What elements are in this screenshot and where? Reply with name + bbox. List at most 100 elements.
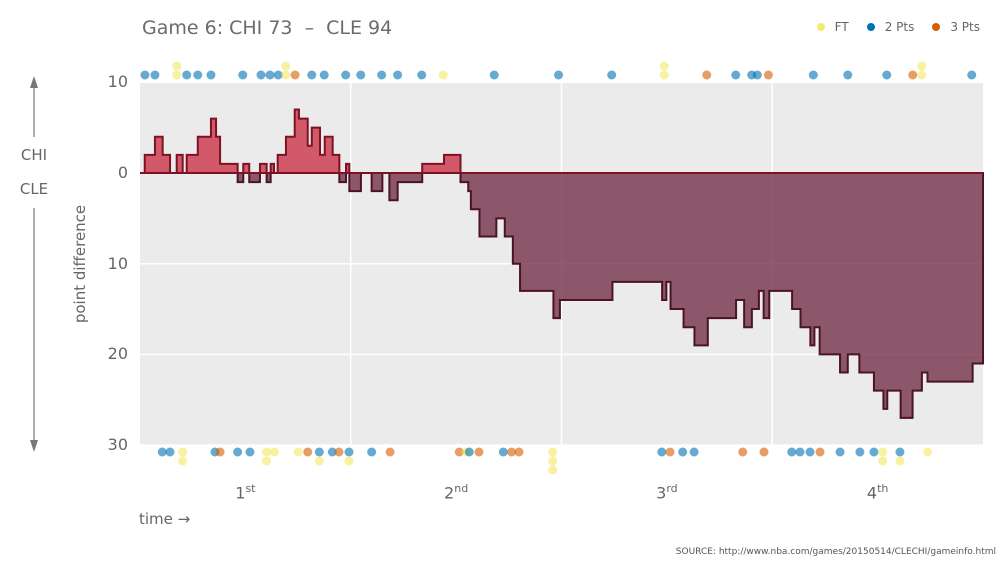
cle-score-3pt-dot	[215, 447, 225, 457]
chi-score-ft-dot	[172, 61, 182, 71]
y-tick-label: 30	[107, 435, 128, 455]
cle-score-2pt-dot	[689, 447, 699, 457]
quarter-label: 1st	[235, 482, 255, 502]
chi-score-2pt-dot	[489, 70, 499, 80]
chi-score-2pt-dot	[256, 70, 266, 80]
cle-score-2pt-dot	[314, 447, 324, 457]
cle-score-3pt-dot	[507, 447, 517, 457]
chi-score-3pt-dot	[290, 70, 300, 80]
chi-score-2pt-dot	[341, 70, 351, 80]
quarter-suffix: rd	[666, 482, 678, 495]
chi-score-3pt-dot	[763, 70, 773, 80]
quarter-suffix: nd	[454, 482, 469, 495]
legend-label: FT	[834, 20, 849, 34]
legend-item-2pts: 2 Pts	[866, 20, 915, 34]
y-tick-label: 10	[107, 72, 128, 92]
cle-score-2pt-dot	[233, 447, 243, 457]
cle-score-3pt-dot	[385, 447, 395, 457]
chi-score-ft-dot	[438, 70, 448, 80]
quarter-number: 4	[866, 483, 878, 503]
y-tick-label: 20	[107, 344, 128, 364]
cle-score-ft-dot	[178, 456, 188, 466]
x-axis-label: time →	[139, 510, 191, 528]
legend-item-ft: FT	[816, 20, 849, 34]
chi-score-2pt-dot	[843, 70, 853, 80]
quarter-number: 3	[656, 483, 667, 503]
cle-score-ft-dot	[262, 447, 272, 457]
cle-score-2pt-dot	[805, 447, 815, 457]
chi-score-3pt-dot	[908, 70, 918, 80]
cle-score-ft-dot	[314, 456, 324, 466]
cle-score-3pt-dot	[474, 447, 484, 457]
cle-score-2pt-dot	[678, 447, 688, 457]
cle-score-3pt-dot	[514, 447, 524, 457]
cle-score-2pt-dot	[855, 447, 865, 457]
chi-score-2pt-dot	[356, 70, 366, 80]
cle-score-2pt-dot	[498, 447, 508, 457]
chi-score-2pt-dot	[377, 70, 387, 80]
side-label-cle: CLE	[19, 180, 49, 198]
ft-dot-icon	[816, 23, 825, 31]
cle-score-3pt-dot	[665, 447, 675, 457]
chi-arrow-up-icon	[30, 76, 38, 88]
2pt-dot-icon	[866, 23, 875, 31]
chi-score-3pt-dot	[702, 70, 712, 80]
chi-score-ft-dot	[917, 61, 927, 71]
chi-score-2pt-dot	[607, 70, 617, 80]
quarter-label: 3rd	[656, 482, 678, 502]
cle-score-2pt-dot	[787, 447, 797, 457]
chi-score-2pt-dot	[752, 70, 762, 80]
chart-title: Game 6: CHI 73 – CLE 94	[142, 17, 393, 39]
cle-score-2pt-dot	[245, 447, 255, 457]
cle-score-ft-dot	[269, 447, 279, 457]
quarter-label: 4th	[867, 482, 888, 502]
chi-score-2pt-dot	[193, 70, 203, 80]
cle-arrow-down-icon	[30, 440, 38, 452]
cle-score-2pt-dot	[895, 447, 905, 457]
chi-score-2pt-dot	[238, 70, 248, 80]
cle-score-2pt-dot	[464, 447, 474, 457]
chi-score-2pt-dot	[182, 70, 192, 80]
chi-score-2pt-dot	[808, 70, 818, 80]
cle-score-3pt-dot	[454, 447, 464, 457]
legend-item-3pts: 3 Pts	[932, 20, 980, 34]
cle-score-2pt-dot	[795, 447, 805, 457]
cle-score-ft-dot	[895, 456, 905, 466]
cle-score-2pt-dot	[367, 447, 377, 457]
chi-score-2pt-dot	[967, 70, 977, 80]
quarter-suffix: st	[245, 482, 256, 495]
cle-score-3pt-dot	[334, 447, 344, 457]
chi-score-ft-dot	[917, 70, 927, 80]
cle-score-ft-dot	[178, 447, 188, 457]
quarter-number: 1	[235, 483, 246, 503]
cle-score-ft-dot	[344, 456, 354, 466]
chi-score-2pt-dot	[731, 70, 741, 80]
cle-score-3pt-dot	[303, 447, 313, 457]
chi-score-2pt-dot	[393, 70, 403, 80]
cle-score-ft-dot	[878, 456, 888, 466]
legend-label: 2 Pts	[884, 20, 915, 34]
y-tick-label: 0	[117, 163, 128, 182]
source-note: SOURCE: http://www.nba.com/games/2015051…	[675, 547, 996, 557]
side-label-chi: CHI	[20, 146, 48, 164]
cle-score-ft-dot	[923, 447, 933, 457]
chi-score-ft-dot	[659, 70, 669, 80]
chi-score-2pt-dot	[273, 70, 283, 80]
cle-score-3pt-dot	[738, 447, 748, 457]
cle-score-3pt-dot	[815, 447, 825, 457]
chi-score-ft-dot	[281, 61, 291, 71]
cle-score-ft-dot	[548, 447, 558, 457]
chi-score-2pt-dot	[882, 70, 892, 80]
chi-score-2pt-dot	[150, 70, 160, 80]
cle-score-2pt-dot	[165, 447, 175, 457]
cle-score-3pt-dot	[759, 447, 769, 457]
chi-score-2pt-dot	[417, 70, 427, 80]
chi-score-2pt-dot	[319, 70, 329, 80]
cle-lead-area	[140, 172, 984, 419]
legend: FT 2 Pts 3 Pts	[816, 20, 980, 34]
quarter-number: 2	[444, 483, 455, 503]
quarter-suffix: th	[877, 482, 889, 495]
chi-score-ft-dot	[659, 61, 669, 71]
cle-score-2pt-dot	[657, 447, 667, 457]
